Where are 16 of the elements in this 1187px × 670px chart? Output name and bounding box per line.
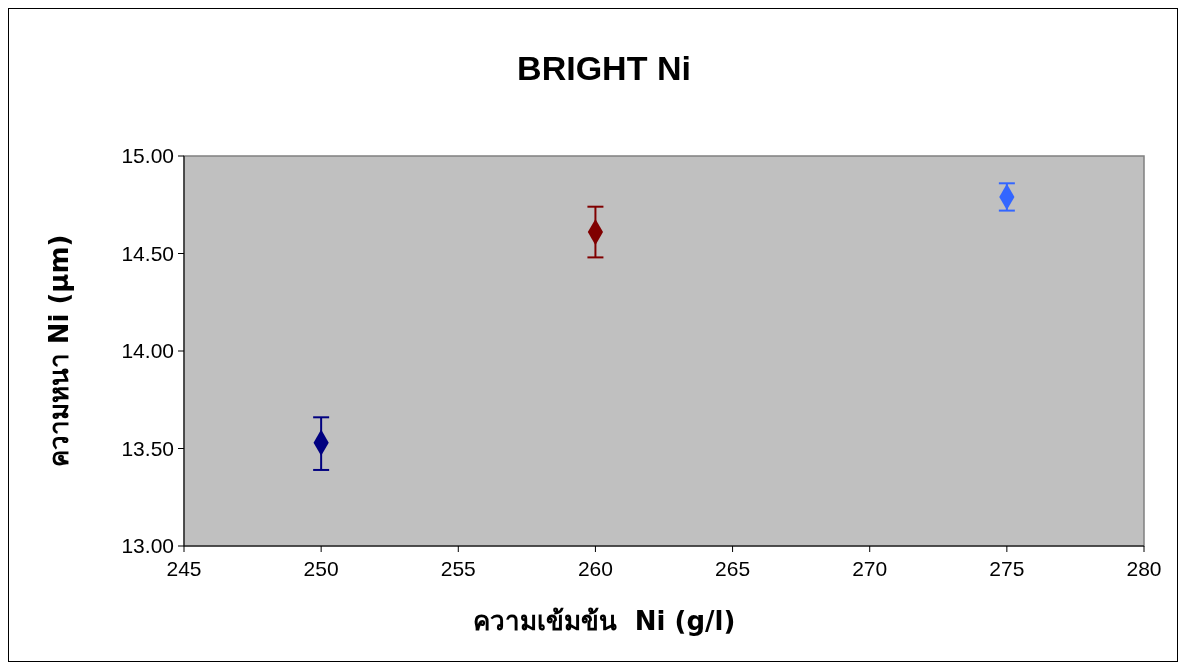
- y-tick-label: 13.50: [121, 436, 174, 460]
- y-tick-label: 15.00: [121, 144, 174, 168]
- x-tick-label: 245: [166, 557, 202, 580]
- y-tick-label: 14.00: [121, 339, 174, 363]
- x-tick-label: 255: [440, 557, 476, 580]
- x-axis-title: ความเข้มข้น Ni (g/l): [472, 606, 736, 636]
- y-axis-title: ความหนา Ni (µm): [44, 234, 74, 468]
- x-tick-label: 250: [303, 557, 339, 580]
- x-tick-label: 280: [1126, 557, 1162, 580]
- x-tick-label: 265: [715, 557, 751, 580]
- x-tick-label: 275: [989, 557, 1025, 580]
- x-tick-label: 260: [577, 557, 613, 580]
- y-tick-label: 13.00: [121, 534, 174, 558]
- x-tick-label: 270: [852, 557, 888, 580]
- y-tick-label: 14.50: [121, 241, 174, 265]
- chart-title: BRIGHT Ni: [517, 49, 691, 87]
